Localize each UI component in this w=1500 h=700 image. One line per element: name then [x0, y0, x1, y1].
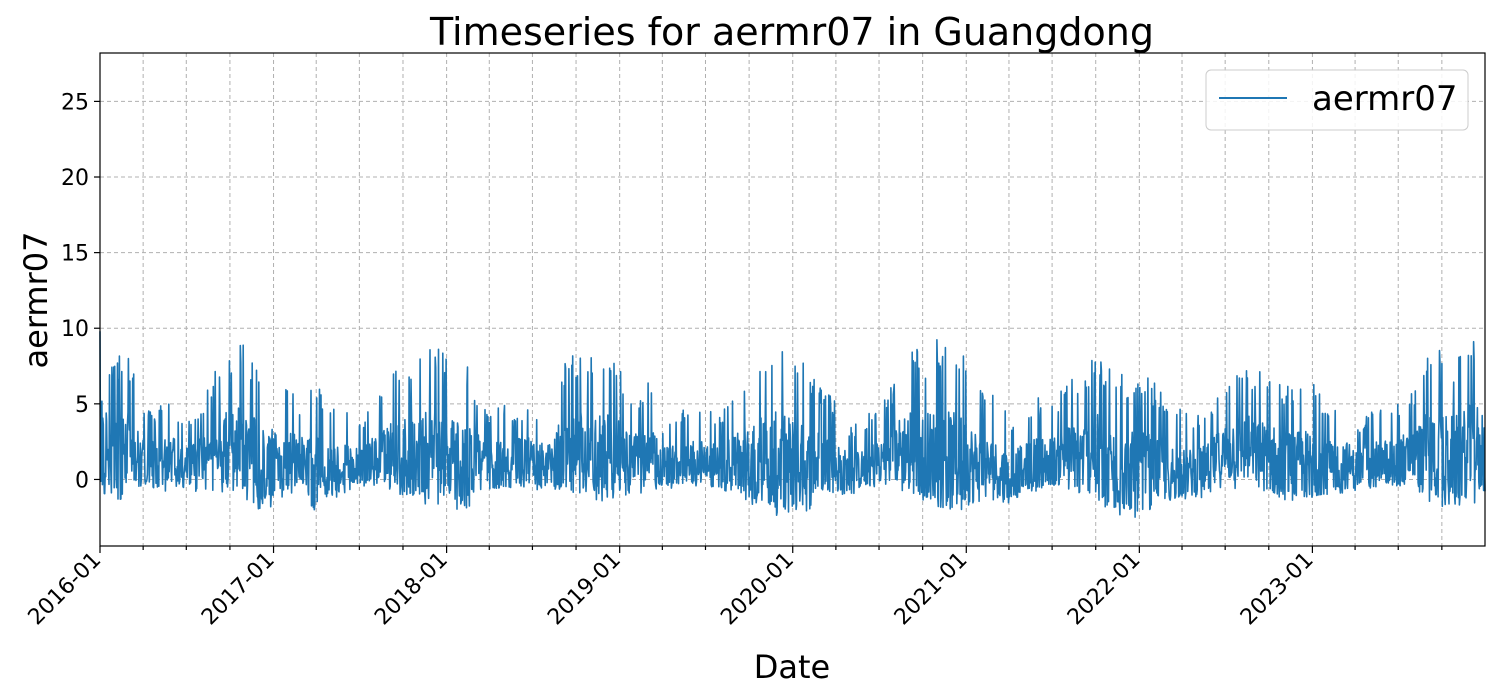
x-tick-label: 2020-01: [716, 548, 799, 631]
series-layer: [99, 331, 1486, 518]
legend-box: [1205, 69, 1469, 131]
x-tick-label: 2022-01: [1063, 548, 1146, 631]
legend-label-aermr07: aermr07: [1312, 79, 1458, 119]
y-tick-label: 25: [61, 90, 89, 115]
y-tick-label: 15: [61, 242, 89, 267]
plot-frame: [99, 52, 1486, 547]
x-axis-label: Date: [754, 648, 830, 686]
y-tick-label: 10: [61, 317, 89, 342]
x-tick-label: 2016-01: [24, 548, 107, 631]
x-tick-label: 2023-01: [1236, 548, 1319, 631]
chart-title: Timeseries for aermr07 in Guangdong: [429, 10, 1154, 54]
grid-layer: [99, 53, 1485, 546]
y-tick-label: 20: [61, 166, 89, 191]
axes-layer: 0 5 10 15 20 25 2016-01 2017-01 2018-01 2019-01 20…: [24, 52, 1486, 631]
series-line-aermr07: [99, 331, 1486, 518]
x-tick-label: 2017-01: [197, 548, 280, 631]
x-tick-label: 2018-01: [370, 548, 453, 631]
y-tick-label: 0: [75, 468, 89, 493]
y-axis-label: aermr07: [17, 232, 55, 369]
x-tick-label: 2019-01: [543, 548, 626, 631]
y-tick-label: 5: [75, 393, 89, 418]
legend: aermr07: [1205, 69, 1469, 131]
x-tick-label: 2021-01: [890, 548, 973, 631]
